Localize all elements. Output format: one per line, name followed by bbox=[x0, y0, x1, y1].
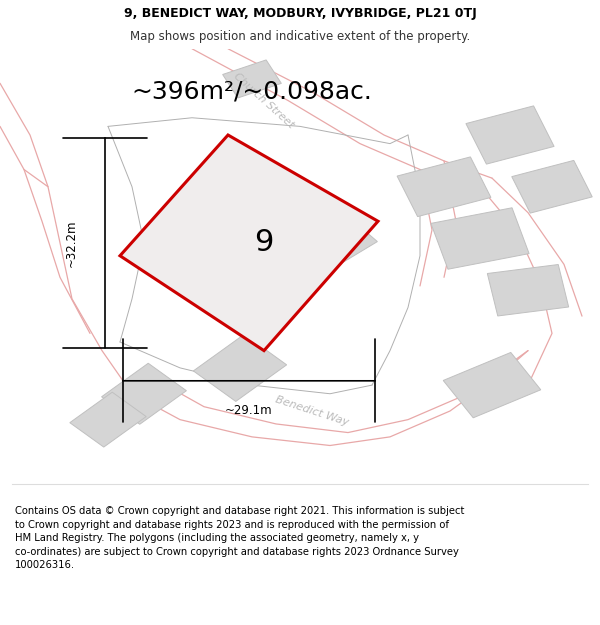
Polygon shape bbox=[101, 363, 187, 424]
Polygon shape bbox=[466, 106, 554, 164]
Polygon shape bbox=[70, 392, 146, 447]
Text: 9, BENEDICT WAY, MODBURY, IVYBRIDGE, PL21 0TJ: 9, BENEDICT WAY, MODBURY, IVYBRIDGE, PL2… bbox=[124, 7, 476, 20]
Text: 9: 9 bbox=[254, 228, 274, 258]
Text: ~32.2m: ~32.2m bbox=[65, 219, 78, 266]
Text: Contains OS data © Crown copyright and database right 2021. This information is : Contains OS data © Crown copyright and d… bbox=[15, 506, 464, 571]
Text: ~396m²/~0.098ac.: ~396m²/~0.098ac. bbox=[131, 80, 373, 104]
Polygon shape bbox=[120, 135, 378, 351]
Polygon shape bbox=[223, 60, 281, 98]
Polygon shape bbox=[271, 205, 377, 281]
Polygon shape bbox=[431, 208, 529, 269]
Polygon shape bbox=[443, 352, 541, 418]
Text: ~29.1m: ~29.1m bbox=[225, 404, 273, 418]
Text: Map shows position and indicative extent of the property.: Map shows position and indicative extent… bbox=[130, 30, 470, 43]
Text: Benedict Way: Benedict Way bbox=[274, 394, 350, 428]
Text: Church Street: Church Street bbox=[232, 71, 296, 130]
Polygon shape bbox=[193, 334, 287, 401]
Polygon shape bbox=[487, 264, 569, 316]
Polygon shape bbox=[397, 157, 491, 217]
Polygon shape bbox=[512, 161, 592, 213]
